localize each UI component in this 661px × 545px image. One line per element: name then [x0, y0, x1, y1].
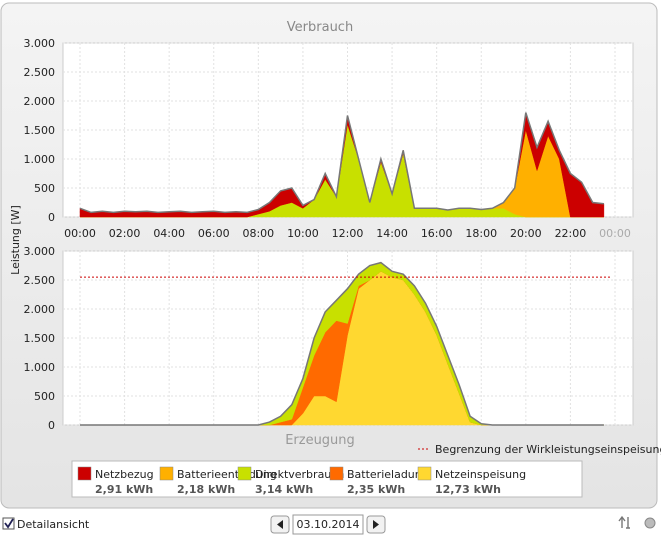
x-tick-label: 16:00 — [421, 227, 453, 240]
y-tick-label: 2.500 — [24, 66, 56, 79]
settings-icon[interactable] — [644, 517, 656, 529]
y-tick-label: 0 — [48, 211, 55, 224]
legend-total: 2,91 kWh — [95, 483, 153, 496]
x-tick-label: 14:00 — [376, 227, 408, 240]
y-tick-label: 1.500 — [24, 124, 56, 137]
checkbox[interactable] — [2, 517, 15, 530]
x-tick-label: 02:00 — [109, 227, 141, 240]
legend-total: 2,18 kWh — [177, 483, 235, 496]
total-outline — [80, 261, 604, 426]
legend-label: Direktverbrauch — [255, 468, 344, 481]
x-tick-label: 18:00 — [465, 227, 497, 240]
legend-swatch — [77, 466, 92, 481]
next-icon — [373, 520, 379, 529]
sort-icon[interactable] — [618, 515, 630, 529]
legend-box — [71, 460, 583, 498]
y-tick-label: 2.500 — [24, 274, 56, 287]
x-tick-label: 12:00 — [332, 227, 364, 240]
limit-legend-label: Begrenzung der Wirkleistungseinspeisung — [435, 443, 661, 456]
y-tick-label: 0 — [48, 419, 55, 432]
y-tick-label: 2.000 — [24, 303, 56, 316]
y-tick-label: 1.000 — [24, 153, 56, 166]
x-tick-label: 22:00 — [555, 227, 587, 240]
legend-swatch — [159, 466, 174, 481]
date-field[interactable] — [292, 514, 364, 535]
check-mark — [4, 518, 14, 529]
legend: Netzbezug 2,91 kWh Batterieentladung 2,18 k… — [77, 466, 526, 496]
x-tick-label: 00:00 — [64, 227, 96, 240]
legend-swatch — [417, 466, 432, 481]
y-axis-label: Leistung [W] — [9, 205, 22, 275]
y-tick-label: 500 — [34, 182, 55, 195]
chart-title: Erzeugung — [285, 433, 355, 448]
date: 03.10.2014 — [297, 518, 360, 531]
legend-label: Netzeinspeisung — [435, 468, 526, 481]
x-tick-label: 10:00 — [287, 227, 319, 240]
checkbox-label[interactable]: Detailansicht — [17, 518, 90, 531]
legend-total: 12,73 kWh — [435, 483, 501, 496]
chart-title: Verbrauch — [287, 20, 353, 35]
y-tick-label: 2.000 — [24, 95, 56, 108]
y-tick-label: 1.000 — [24, 361, 56, 374]
y-tick-label: 500 — [34, 390, 55, 403]
x-tick-label: 20:00 — [510, 227, 542, 240]
legend-total: 3,14 kWh — [255, 483, 313, 496]
x-tick-label: 08:00 — [242, 227, 274, 240]
legend-swatch — [237, 466, 252, 481]
legend-label: Batterieladung — [347, 468, 429, 481]
prev-icon — [277, 520, 283, 529]
x-tick-label: 00:00 — [599, 227, 631, 240]
legend-label: Batterieentladung — [177, 468, 277, 481]
legend-total: 2,35 kWh — [347, 483, 405, 496]
y-tick-label: 1.500 — [24, 332, 56, 345]
y-tick-label: 3.000 — [24, 37, 56, 50]
x-tick-label: 04:00 — [153, 227, 185, 240]
x-tick-label: 06:00 — [198, 227, 230, 240]
legend-label: Netzbezug — [95, 468, 154, 481]
total-outline — [79, 112, 604, 214]
y-tick-label: 3.000 — [24, 245, 56, 258]
legend-swatch — [329, 466, 344, 481]
